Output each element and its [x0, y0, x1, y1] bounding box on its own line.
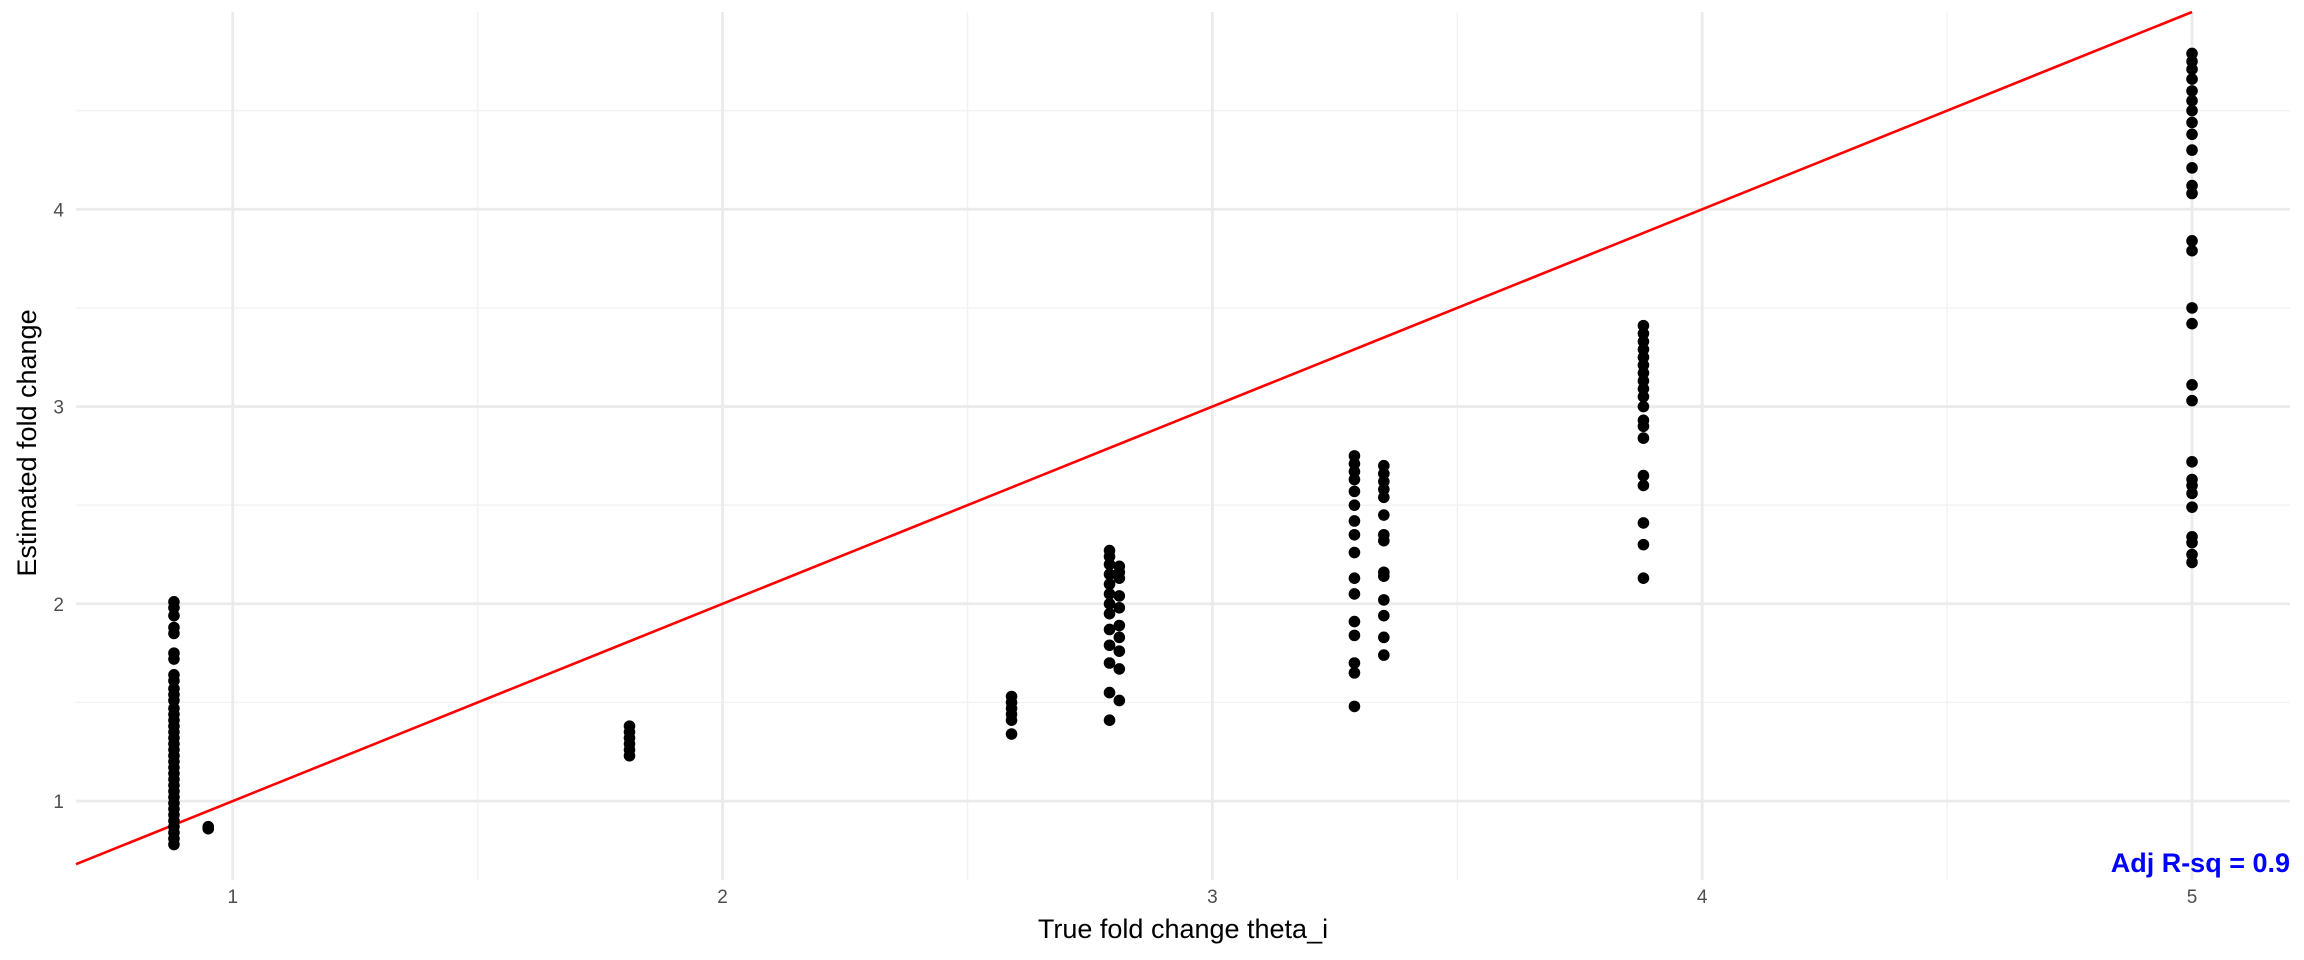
data-point [168, 653, 180, 665]
data-point [1637, 420, 1650, 433]
data-point [1103, 588, 1116, 600]
y-tick-label: 1 [53, 792, 64, 813]
data-point [1103, 598, 1116, 610]
y-tick-label: 2 [53, 595, 64, 616]
data-point [1113, 631, 1126, 644]
data-point [1103, 578, 1116, 590]
data-point [1005, 714, 1018, 727]
data-point [1113, 601, 1126, 614]
data-point [1103, 686, 1116, 699]
x-axis-title: True fold change theta_i [1038, 914, 1328, 944]
data-point [1113, 645, 1126, 657]
data-point [2186, 104, 2198, 117]
data-point [1378, 570, 1390, 582]
data-point [1348, 667, 1361, 679]
y-tick-label: 3 [53, 398, 64, 419]
minor-gridlines [76, 12, 2290, 880]
data-point [1103, 714, 1116, 727]
data-point [1637, 400, 1650, 413]
data-point [1378, 609, 1390, 622]
data-point [1378, 649, 1390, 661]
y-axis-title: Estimated fold change [12, 309, 42, 576]
data-point [1348, 528, 1361, 541]
data-point [2186, 235, 2198, 247]
data-point [1637, 538, 1650, 551]
data-point [168, 609, 180, 622]
data-point [1378, 534, 1390, 547]
data-point [1348, 473, 1361, 486]
data-point [1348, 572, 1361, 584]
data-point [2186, 455, 2198, 468]
data-point [1348, 629, 1361, 642]
major-gridlines [76, 12, 2290, 880]
reference-line [75, 10, 2193, 866]
data-point [1637, 390, 1650, 403]
data-point [1348, 546, 1361, 559]
y-tick-label: 4 [53, 200, 64, 221]
data-point [2186, 116, 2198, 129]
data-point [1637, 517, 1650, 529]
data-point [1637, 432, 1650, 444]
data-point [1103, 623, 1116, 636]
data-point [2186, 302, 2198, 314]
data-point [2186, 144, 2198, 156]
x-axis-tick-labels: 1 2 3 4 5 [227, 887, 2197, 908]
data-point [1348, 700, 1361, 713]
data-point [1005, 728, 1018, 740]
data-point [1103, 657, 1116, 669]
adj-r-squared-annotation: Adj R-sq = 0.9 [2111, 848, 2290, 878]
data-point [1637, 479, 1650, 492]
data-point [2186, 317, 2198, 330]
data-point [2186, 394, 2198, 407]
data-point [1103, 558, 1116, 571]
data-point [1378, 631, 1390, 644]
data-point [2186, 187, 2198, 200]
data-point [2186, 501, 2198, 513]
data-point [2186, 94, 2198, 107]
data-point [2186, 73, 2198, 85]
data-point [168, 627, 180, 640]
x-tick-label: 5 [2187, 887, 2198, 908]
x-tick-label: 1 [227, 887, 238, 908]
data-point [1348, 515, 1361, 527]
x-tick-label: 2 [717, 887, 728, 908]
data-point [1113, 663, 1126, 675]
data-point [2186, 244, 2198, 257]
data-point [1103, 639, 1116, 652]
data-point [1113, 572, 1126, 584]
data-point [1103, 607, 1116, 620]
data-point [1348, 657, 1361, 669]
data-point [1103, 568, 1116, 581]
data-point [2186, 162, 2198, 174]
data-point [1378, 594, 1390, 606]
data-point [1378, 509, 1390, 521]
data-point [1113, 590, 1126, 602]
data-point [2186, 128, 2198, 141]
x-tick-label: 4 [1697, 887, 1708, 908]
data-point [1378, 491, 1390, 504]
data-point [1348, 485, 1361, 498]
data-point [2186, 379, 2198, 391]
data-point [2186, 536, 2198, 549]
data-point [1637, 469, 1650, 482]
data-point [2186, 85, 2198, 97]
data-point [1113, 619, 1126, 632]
data-point [2186, 556, 2198, 569]
data-point [168, 838, 180, 851]
data-point [1113, 694, 1126, 707]
x-tick-label: 3 [1207, 887, 1218, 908]
data-points [168, 47, 2198, 851]
data-point [1348, 615, 1361, 628]
data-point [1348, 499, 1361, 511]
reference-line-layer [75, 10, 2193, 866]
data-point [202, 822, 215, 835]
data-point [623, 749, 636, 762]
data-point [1637, 572, 1650, 584]
data-point [2186, 487, 2198, 500]
data-point [2186, 63, 2198, 76]
y-axis-tick-labels: 1 2 3 4 [53, 200, 64, 813]
data-point [1348, 588, 1361, 600]
